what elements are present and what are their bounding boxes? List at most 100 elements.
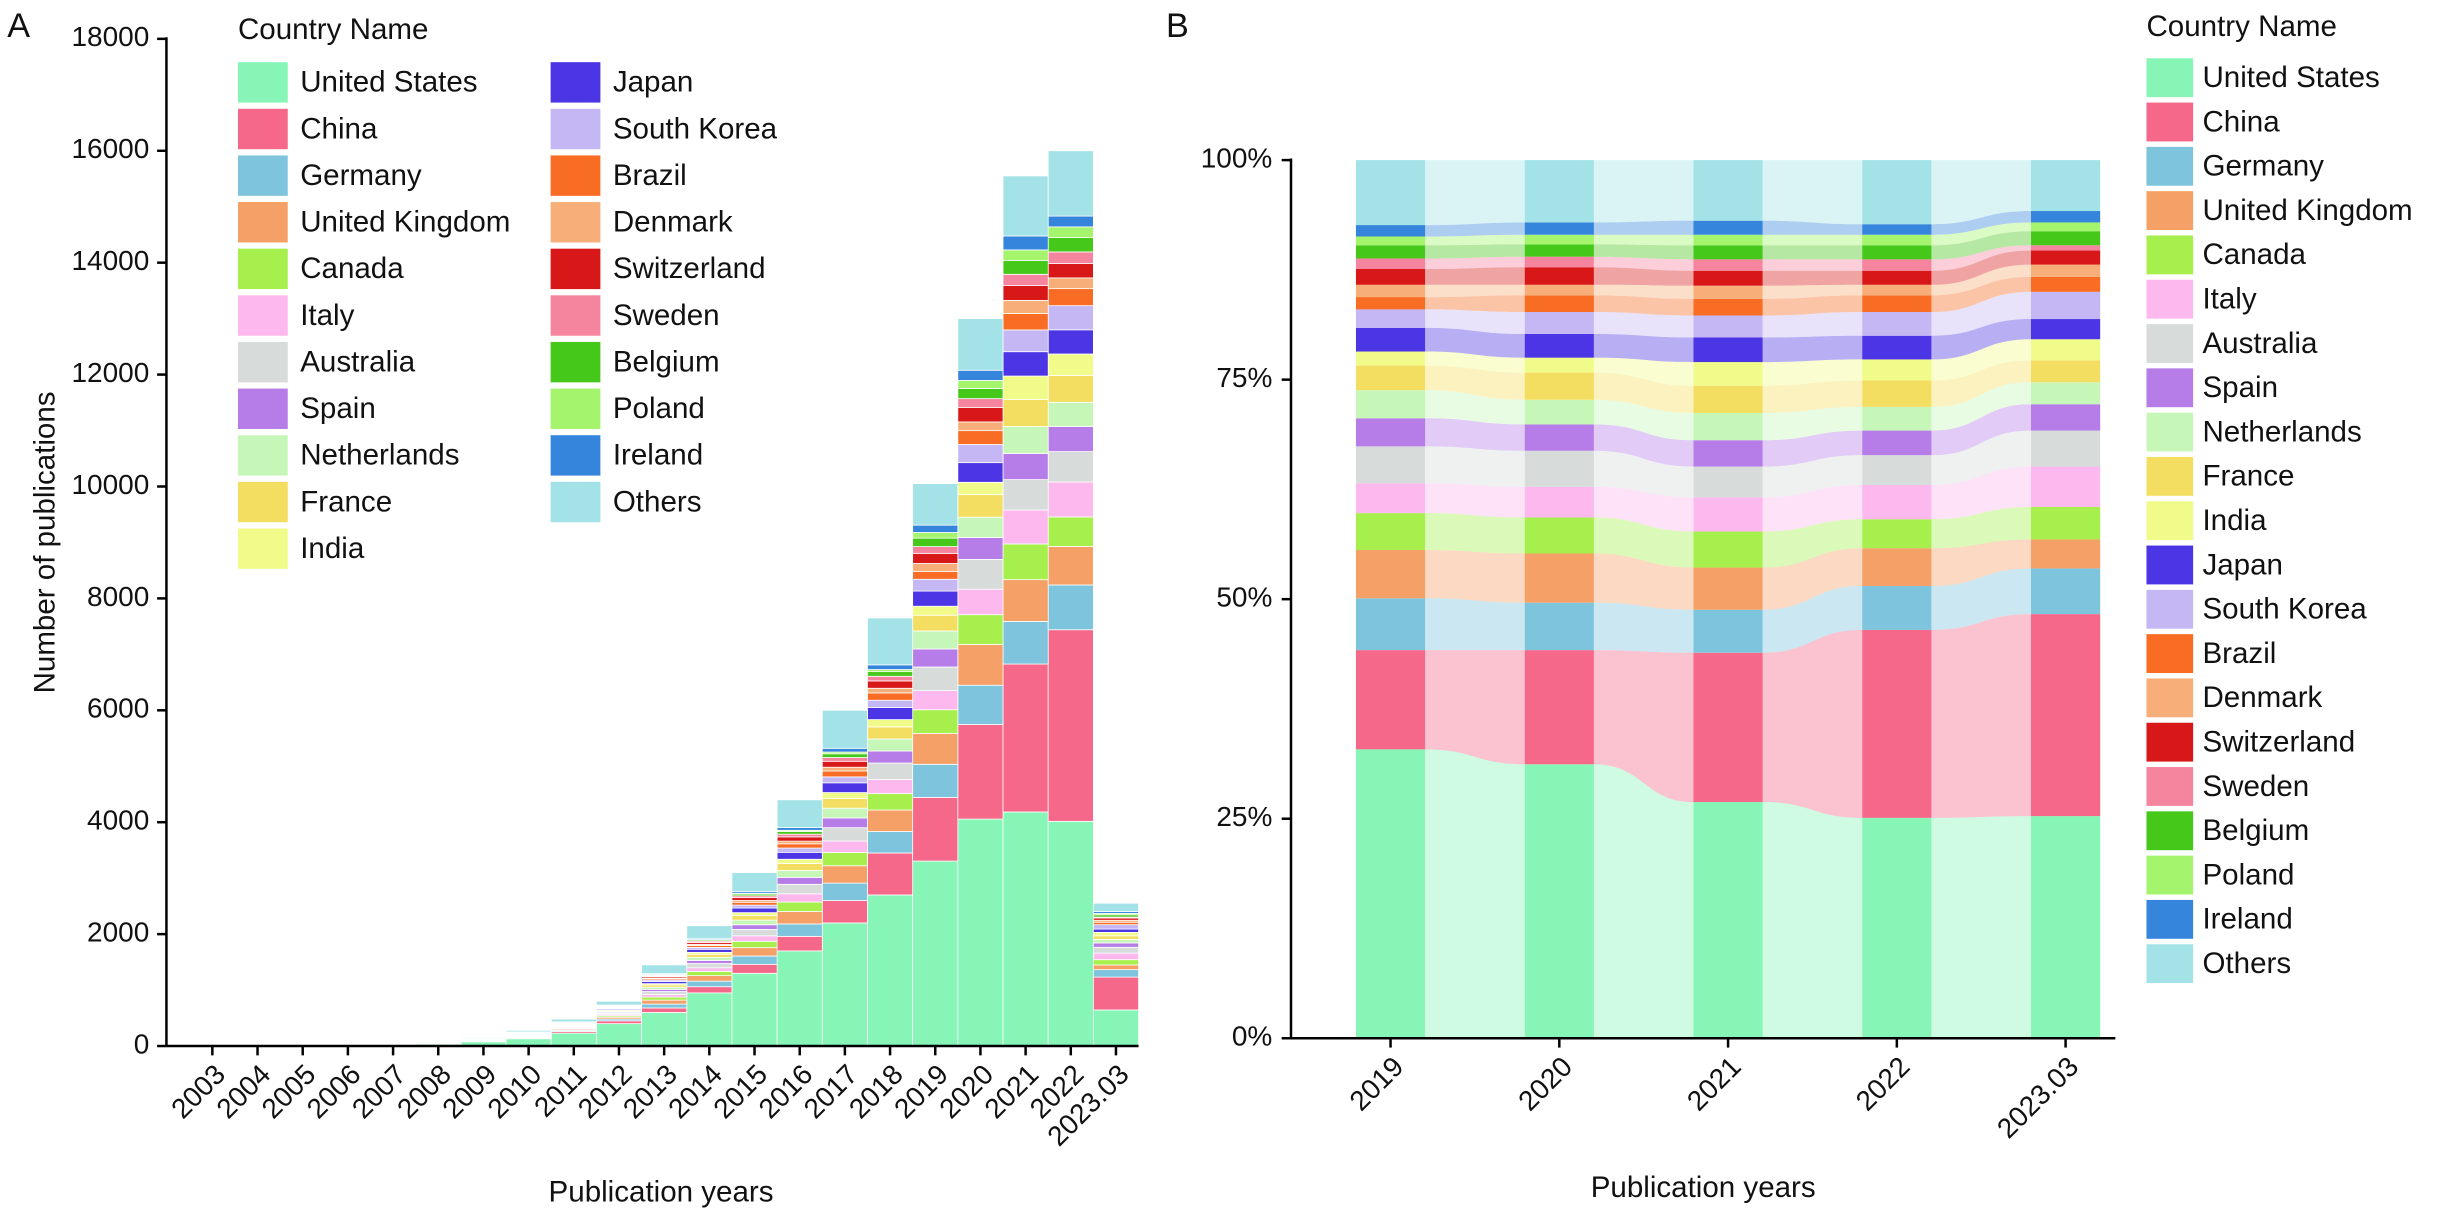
bar-segment bbox=[686, 953, 733, 958]
flow-band bbox=[1931, 211, 2031, 235]
bar-segment bbox=[821, 747, 868, 753]
flow-band bbox=[1425, 549, 1525, 603]
bar-segment bbox=[912, 648, 959, 668]
flow-band bbox=[1762, 270, 1863, 286]
bar-segment bbox=[1092, 952, 1139, 961]
bar-segment bbox=[1047, 226, 1094, 238]
bar-segment bbox=[1524, 333, 1594, 358]
legend-swatch bbox=[2146, 634, 2194, 674]
legend-swatch bbox=[2146, 899, 2194, 939]
legend-swatch bbox=[237, 108, 288, 150]
bar-segment bbox=[1524, 222, 1594, 235]
bar-segment bbox=[1047, 546, 1094, 586]
bar-segment bbox=[1524, 372, 1594, 400]
legend-swatch bbox=[237, 62, 288, 103]
bar-segment bbox=[912, 546, 959, 554]
legend-swatch bbox=[550, 435, 601, 476]
bar-segment bbox=[596, 1023, 642, 1047]
bar-segment bbox=[957, 818, 1004, 1047]
y-tick-label: 12000 bbox=[72, 357, 150, 388]
bar-segment bbox=[1862, 234, 1932, 246]
flow-band bbox=[1425, 513, 1525, 554]
legend-label: Germany bbox=[300, 159, 422, 192]
bar-segment bbox=[1002, 543, 1049, 581]
bar-segment bbox=[1862, 259, 1932, 271]
x-tick-label: 2022 bbox=[1850, 1051, 1916, 1117]
legend-label: Others bbox=[2202, 947, 2291, 980]
bar-segment bbox=[1002, 235, 1049, 251]
bar-segment bbox=[776, 893, 823, 903]
legend-swatch bbox=[237, 528, 288, 569]
bar-segment bbox=[912, 524, 959, 533]
flow-band bbox=[1593, 650, 1694, 803]
bar-segment bbox=[2030, 264, 2101, 277]
bar-segment bbox=[1524, 450, 1594, 487]
legend-label: France bbox=[2202, 460, 2294, 493]
bar-segment bbox=[912, 709, 959, 734]
flow-band bbox=[1762, 406, 1863, 441]
legend-swatch bbox=[2146, 235, 2194, 275]
bar-segment bbox=[550, 1032, 597, 1047]
bar-segment bbox=[1355, 598, 1426, 651]
bar-segment bbox=[1047, 426, 1094, 452]
bar-segment bbox=[686, 960, 733, 964]
legend-swatch bbox=[2146, 944, 2194, 984]
bar-segment bbox=[505, 1029, 552, 1033]
flow-band bbox=[1762, 430, 1863, 467]
flow-band bbox=[1425, 284, 1525, 298]
y-axis-title: Number of publications bbox=[28, 391, 61, 693]
bar-segment bbox=[1002, 399, 1049, 427]
bar-segment bbox=[867, 750, 914, 764]
bar-segment bbox=[1047, 353, 1094, 376]
legend-swatch bbox=[550, 248, 601, 290]
bar-segment bbox=[821, 792, 868, 799]
bar-segment bbox=[1693, 567, 1763, 610]
legend-label: Japan bbox=[613, 66, 693, 99]
bar-segment bbox=[776, 923, 823, 937]
legend-label: Poland bbox=[2202, 858, 2294, 891]
bar-segment bbox=[1002, 329, 1049, 353]
bar-segment bbox=[2030, 291, 2101, 320]
legend-label: United Kingdom bbox=[300, 206, 510, 239]
bar-segment bbox=[957, 516, 1004, 538]
x-axis-title: Publication years bbox=[1591, 1171, 1816, 1204]
legend-label: Brazil bbox=[613, 159, 687, 192]
bar-segment bbox=[731, 915, 778, 921]
bar-segment bbox=[1524, 424, 1594, 451]
bar-segment bbox=[2030, 506, 2101, 540]
bar-segment bbox=[1355, 284, 1426, 298]
bar-segment bbox=[1862, 629, 1932, 818]
flow-band bbox=[1762, 455, 1863, 498]
bar-segment bbox=[776, 870, 823, 878]
bar-segment bbox=[912, 605, 959, 616]
bar-segment bbox=[867, 719, 914, 728]
legend-swatch bbox=[2146, 501, 2194, 541]
bar-segment bbox=[1355, 309, 1426, 328]
legend-swatch bbox=[2146, 589, 2194, 629]
bar-segment bbox=[1092, 1009, 1139, 1047]
bar-segment bbox=[1524, 650, 1594, 765]
legend-swatch bbox=[237, 481, 288, 523]
bar-segment bbox=[641, 1007, 688, 1013]
bar-segment bbox=[1047, 481, 1094, 518]
bar-segment bbox=[1092, 976, 1139, 1011]
legend-swatch bbox=[237, 202, 288, 243]
bar-segment bbox=[912, 763, 959, 798]
legend-swatch bbox=[2146, 191, 2194, 231]
bar-segment bbox=[1524, 284, 1594, 296]
legend-swatch bbox=[550, 295, 601, 336]
bar-segment bbox=[1355, 225, 1426, 237]
bar-segment bbox=[957, 462, 1004, 483]
legend-swatch bbox=[237, 295, 288, 336]
legend-swatch bbox=[2146, 855, 2194, 895]
bar-segment bbox=[731, 907, 778, 914]
bar-segment bbox=[1524, 764, 1594, 1039]
legend-label: Belgium bbox=[2202, 814, 2309, 847]
bar-segment bbox=[1002, 509, 1049, 545]
bar-segment bbox=[731, 904, 778, 909]
legend-label: Ireland bbox=[613, 439, 703, 472]
legend-label: Germany bbox=[2202, 150, 2324, 183]
legend-label: Switzerland bbox=[2202, 726, 2355, 759]
legend-label: India bbox=[300, 532, 365, 565]
